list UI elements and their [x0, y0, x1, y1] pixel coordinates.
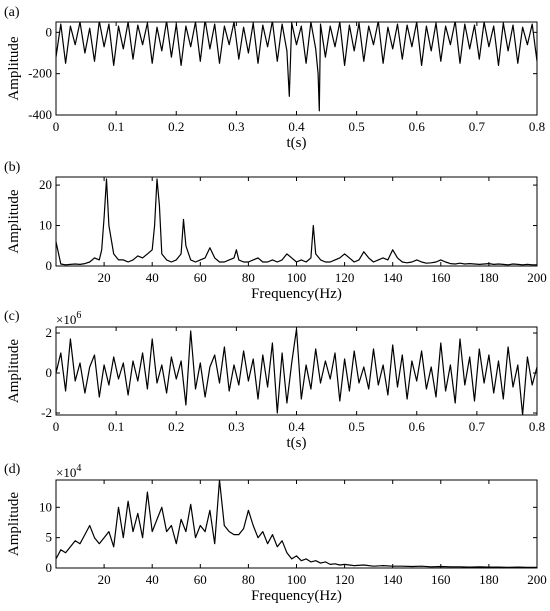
x-tick-label: 0.1: [108, 119, 124, 134]
panel-label: (b): [4, 160, 21, 175]
x-tick-label: 60: [194, 572, 207, 587]
y-tick-label: 10: [39, 218, 52, 233]
x-tick-label: 120: [335, 572, 355, 587]
x-tick-label: 20: [98, 572, 111, 587]
x-tick-label: 100: [287, 572, 307, 587]
series-line: [56, 328, 537, 415]
x-axis-label: Frequency(Hz): [251, 286, 342, 302]
panel-4: 20 40 60 80 100 120 140 160 180 200 0 5 10 Frequency(…: [4, 462, 547, 604]
panel-1: 0 0.1 0.2 0.3 0.4 0.5 0.6 0.7 0.8 -400 -200 0 t(s) Am…: [4, 5, 545, 151]
axes-frame: [55, 176, 538, 267]
panel-label: (a): [4, 5, 20, 20]
x-tick-label: 0.7: [469, 119, 486, 134]
panel-2: 20 40 60 80 100 120 140 160 180 200 0 10 20 Frequency…: [4, 160, 547, 302]
x-tick-label: 0.6: [409, 419, 426, 434]
y-tick-label: 5: [46, 530, 53, 545]
x-axis-label: Frequency(Hz): [251, 588, 342, 604]
axes-frame: [55, 21, 538, 116]
panel-3: 0 0.1 0.2 0.3 0.4 0.5 0.6 0.7 0.8-202t(s)Amplitu…: [4, 309, 545, 451]
x-tick-label: 0: [53, 119, 60, 134]
x-tick-label: 120: [335, 270, 355, 285]
x-tick-label: 160: [431, 572, 451, 587]
x-tick-label: 0.8: [529, 419, 545, 434]
x-axis-label: t(s): [287, 435, 307, 451]
exponent-power: 6: [76, 310, 81, 321]
x-tick-label: 200: [527, 270, 547, 285]
panel-label: (c): [4, 309, 20, 324]
x-tick-label: 0.6: [409, 119, 426, 134]
x-tick-label: 0.5: [349, 419, 365, 434]
x-tick-label: 0: [53, 419, 60, 434]
exponent-base: ×10: [56, 465, 76, 480]
y-tick-label: 10: [39, 499, 52, 514]
series-line: [56, 22, 537, 112]
y-tick-label: 0: [46, 24, 53, 39]
y-axis-label: Amplitude: [6, 492, 22, 557]
x-tick-label: 0.2: [168, 119, 184, 134]
x-tick-label: 180: [479, 270, 499, 285]
x-tick-label: 0.3: [228, 419, 244, 434]
axes-frame: [55, 479, 538, 569]
axes-frame: [55, 326, 538, 416]
series-line: [56, 178, 537, 266]
x-tick-label: 0.5: [349, 119, 365, 134]
y-axis-label: Amplitude: [6, 36, 22, 101]
x-tick-label: 160: [431, 270, 451, 285]
x-tick-label: 0.7: [469, 419, 486, 434]
exponent-base: ×10: [56, 312, 76, 327]
panel-label: (d): [4, 462, 21, 477]
x-tick-label: 0.4: [288, 119, 305, 134]
x-axis-label: t(s): [287, 135, 307, 151]
y-tick-label: 0: [46, 258, 53, 273]
x-tick-label: 180: [479, 572, 499, 587]
y-axis-label: Amplitude: [6, 339, 22, 404]
x-tick-label: 80: [242, 270, 255, 285]
y-tick-label: 2: [46, 325, 53, 340]
x-tick-label: 40: [146, 572, 159, 587]
x-tick-label: 60: [194, 270, 207, 285]
x-tick-label: 100: [287, 270, 307, 285]
x-tick-label: 140: [383, 572, 403, 587]
exponent-label: ×104: [56, 463, 81, 480]
y-tick-label: -400: [28, 107, 52, 122]
x-tick-label: 0.1: [108, 419, 124, 434]
x-tick-label: 40: [146, 270, 159, 285]
x-tick-label: 140: [383, 270, 403, 285]
x-tick-label: 0.4: [288, 419, 305, 434]
y-tick-label: 0: [46, 560, 53, 575]
x-tick-label: 0.3: [228, 119, 244, 134]
y-tick-label: 0: [46, 365, 53, 380]
y-axis-label: Amplitude: [6, 189, 22, 254]
x-tick-label: 20: [98, 270, 111, 285]
x-tick-label: 80: [242, 572, 255, 587]
exponent-label: ×106: [56, 310, 81, 327]
y-tick-label: -2: [41, 405, 52, 420]
x-tick-label: 0.8: [529, 119, 545, 134]
y-tick-label: -200: [28, 66, 52, 81]
y-tick-label: 20: [39, 177, 52, 192]
series-line: [56, 480, 537, 568]
x-tick-label: 0.2: [168, 419, 184, 434]
exponent-power: 4: [76, 463, 81, 474]
x-tick-label: 200: [527, 572, 547, 587]
